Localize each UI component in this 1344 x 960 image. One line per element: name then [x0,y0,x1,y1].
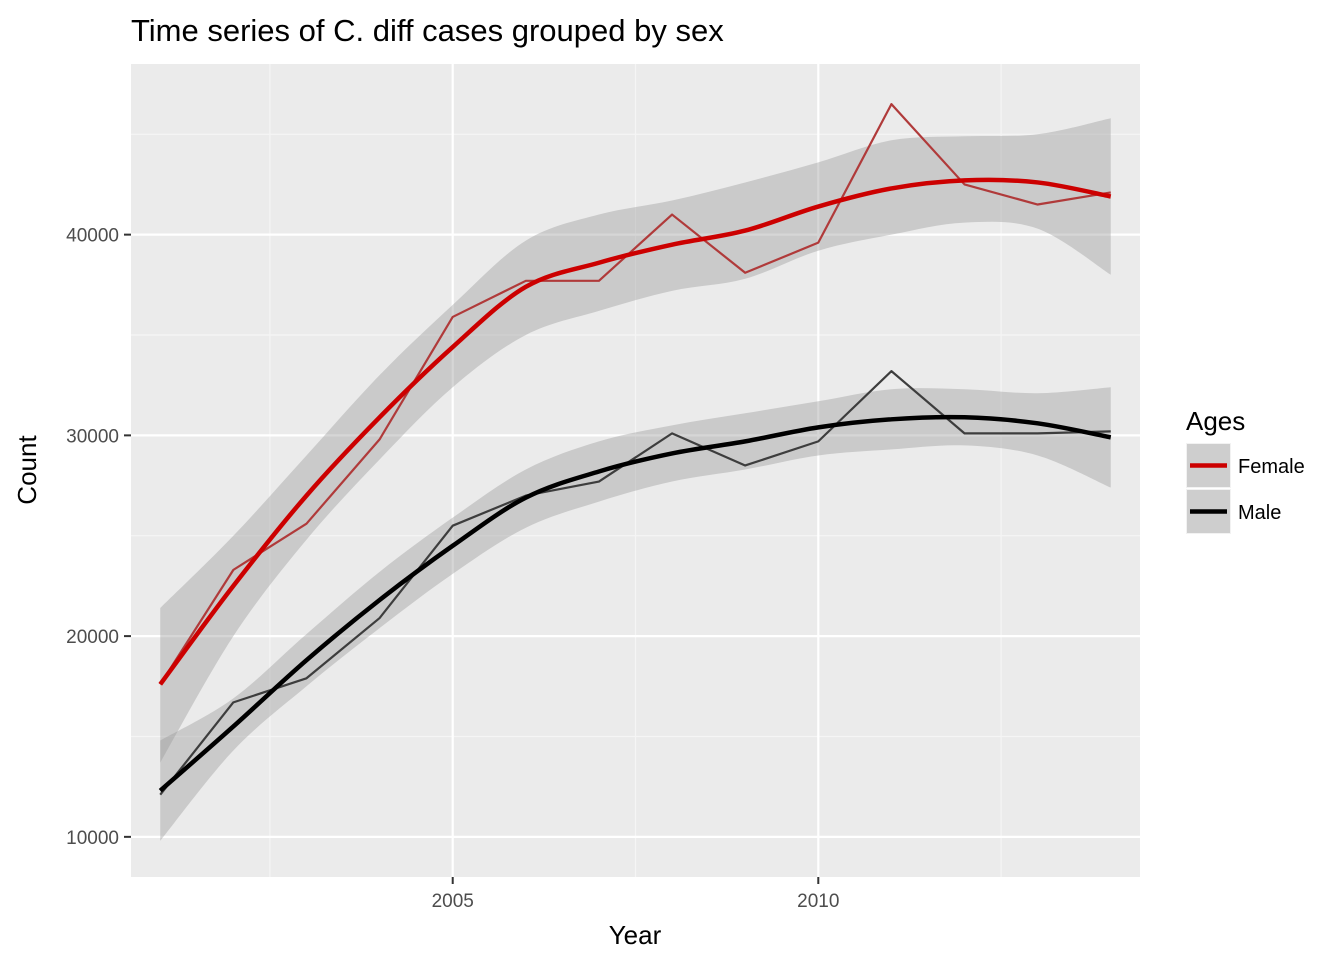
x-tick-label: 2005 [432,891,474,912]
chart-title: Time series of C. diff cases grouped by … [131,13,724,48]
y-tick-label: 30000 [66,426,119,447]
legend-title: Ages [1186,406,1245,436]
x-axis-title: Year [609,920,662,950]
y-tick-label: 10000 [66,828,119,849]
smooth-line-male [158,414,1112,793]
x-tick-label: 2010 [797,891,839,912]
legend: Ages Female Male [1186,406,1305,534]
raw-line-female [159,103,1111,685]
y-tick-label: 40000 [66,226,119,247]
raw-line-male [159,370,1111,796]
y-tick-label: 20000 [66,627,119,648]
legend-label-female: Female [1238,456,1305,478]
y-axis-title: Count [12,435,42,505]
raw-lines [159,103,1111,796]
grid-major [131,64,1140,877]
axis-ticks [124,233,820,884]
axis-tick-labels: 2005 2010 10000 20000 30000 40000 [66,226,839,912]
legend-label-male: Male [1238,502,1281,524]
smooth-line-female [158,177,1112,686]
smooth-lines [158,177,1112,793]
grid-minor [131,64,1140,877]
